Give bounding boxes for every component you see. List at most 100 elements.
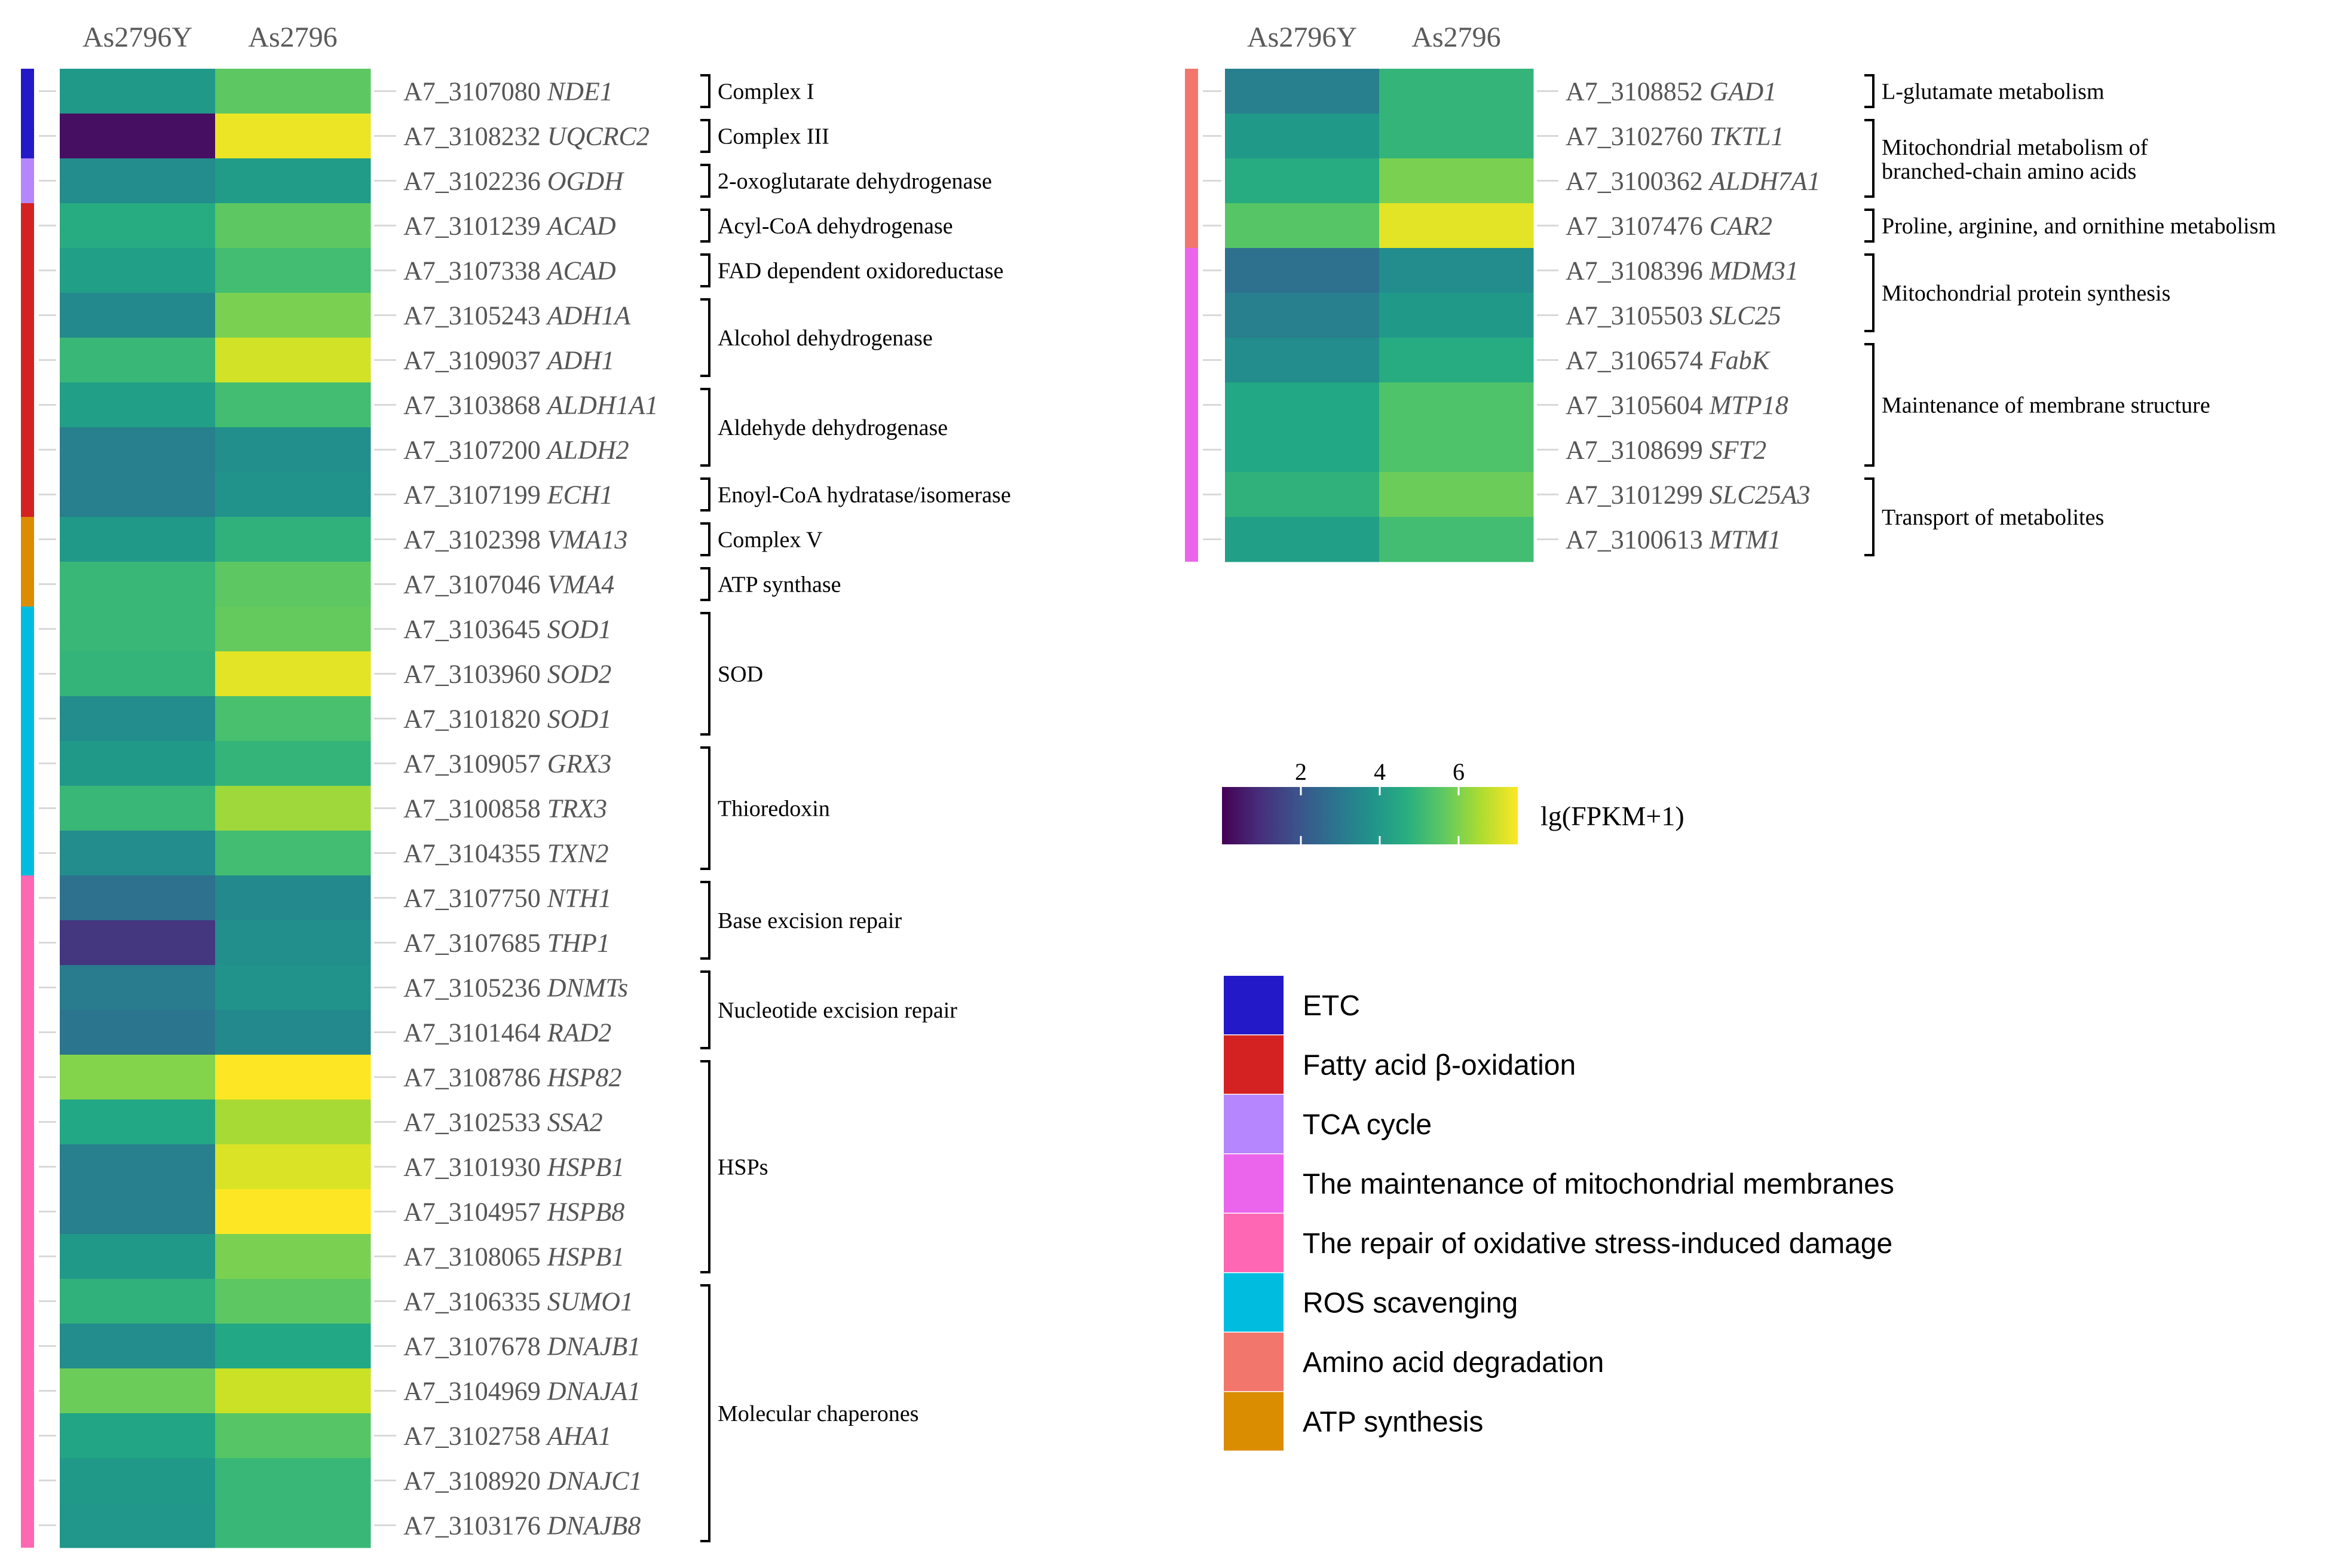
right-cell-10-1 (1379, 517, 1534, 562)
left-group-label-12: Base excision repair (718, 908, 902, 933)
gene-id: A7_3108065 (403, 1242, 547, 1272)
left-cell-25-0 (60, 1189, 216, 1235)
left-cell-29-1 (215, 1368, 371, 1414)
colorbar-gradient (1222, 787, 1518, 844)
left-group-label-11: Thioredoxin (718, 797, 830, 822)
gene-id: A7_3105503 (1566, 301, 1710, 330)
left-cell-4-0 (60, 248, 216, 293)
right-group-label-3: Mitochondrial protein synthesis (1882, 281, 2170, 306)
left-cell-15-0 (60, 741, 216, 786)
gene-id: A7_3107338 (403, 256, 547, 286)
category-legend: ETC Fatty acid β-oxidation TCA cycle The ma… (1224, 976, 1894, 1451)
right-cell-2-1 (1379, 158, 1534, 204)
left-cell-15-1 (215, 741, 371, 786)
right-group-label-0: L-glutamate metabolism (1882, 79, 2105, 105)
group-label-line: branched-chain amino acids (1882, 159, 2136, 184)
left-cell-0-1 (215, 69, 371, 114)
left-cell-29-0 (60, 1368, 216, 1414)
right-group-label-4: Maintenance of membrane structure (1882, 393, 2210, 418)
right-cell-8-0 (1225, 427, 1380, 473)
left-row-label-11: A7_3107046 VMA4 (403, 570, 614, 599)
left-row-label-15: A7_3109057 GRX3 (403, 749, 611, 779)
right-cell-0-1 (1379, 69, 1534, 114)
left-group-bracket-5 (700, 298, 710, 377)
left-group-label-1: Complex III (718, 124, 829, 149)
left-row-label-25: A7_3104957 HSPB8 (403, 1198, 624, 1227)
legend-swatch-4 (1224, 1214, 1284, 1272)
gene-symbol: MTP18 (1709, 391, 1788, 420)
gene-symbol: SOD1 (547, 615, 612, 644)
gene-symbol: SSA2 (547, 1108, 603, 1137)
left-row-label-2: A7_3102236 OGDH (403, 167, 624, 196)
gene-id: A7_3105243 (403, 301, 547, 330)
left-cell-13-1 (215, 651, 371, 697)
colorbar-title: lg(FPKM+1) (1540, 801, 1684, 831)
gene-id: A7_3107199 (403, 480, 547, 510)
group-label-line: Mitochondrial metabolism of (1882, 135, 2148, 160)
gene-id: A7_3104355 (403, 839, 547, 868)
right-cell-9-0 (1225, 472, 1380, 517)
left-group-bracket-6 (700, 388, 710, 467)
right-group-bracket-1 (1864, 119, 1875, 198)
gene-id: A7_3100362 (1566, 167, 1710, 196)
left-cell-1-0 (60, 114, 216, 159)
left-row-label-9: A7_3107199 ECH1 (403, 480, 613, 510)
right-group-bracket-0 (1864, 74, 1875, 108)
gene-symbol: SFT2 (1710, 436, 1766, 465)
gene-symbol: ADH1A (546, 301, 631, 330)
gene-symbol: SUMO1 (547, 1287, 633, 1316)
gene-id: A7_3108920 (403, 1466, 547, 1496)
gene-id: A7_3101820 (403, 705, 547, 734)
left-group-bracket-0 (700, 74, 710, 108)
right-row-label-10: A7_3100613 MTM1 (1566, 525, 1781, 555)
left-cell-24-1 (215, 1144, 371, 1190)
left-cell-5-0 (60, 293, 216, 338)
right-group-label-5: Transport of metabolites (1882, 505, 2104, 530)
right-category-bar-0 (1185, 69, 1198, 248)
left-row-label-19: A7_3107685 THP1 (403, 929, 610, 958)
left-group-bracket-2 (700, 164, 710, 198)
gene-id: A7_3103960 (403, 660, 547, 689)
left-cell-6-0 (60, 338, 216, 383)
gene-id: A7_3108232 (403, 122, 547, 151)
right-row-label-8: A7_3108699 SFT2 (1566, 436, 1766, 465)
legend-label-6: Amino acid degradation (1303, 1347, 1604, 1379)
gene-symbol: NDE1 (547, 77, 613, 106)
left-row-label-13: A7_3103960 SOD2 (403, 660, 611, 689)
gene-symbol: DNAJB1 (547, 1332, 641, 1361)
left-cell-16-1 (215, 786, 371, 831)
left-row-label-10: A7_3102398 VMA13 (403, 525, 627, 555)
gene-symbol: CAR2 (1710, 212, 1772, 241)
legend-swatch-0 (1224, 976, 1284, 1034)
right-cell-2-0 (1225, 158, 1380, 204)
right-column-header: As2796Y (1247, 22, 1357, 53)
left-cell-32-0 (60, 1503, 216, 1548)
legend-label-1: Fatty acid β-oxidation (1303, 1050, 1576, 1082)
legend-swatch-2 (1224, 1095, 1284, 1153)
gene-symbol: THP1 (547, 929, 610, 958)
gene-symbol: HSP82 (547, 1063, 622, 1092)
right-group-label-2: Proline, arginine, and ornithine metabol… (1882, 214, 2276, 239)
gene-id: A7_3109057 (403, 749, 547, 779)
colorbar-tick-label: 2 (1295, 758, 1307, 785)
left-row-label-7: A7_3103868 ALDH1A1 (403, 391, 658, 420)
left-row-label-18: A7_3107750 NTH1 (403, 884, 611, 913)
gene-id: A7_3107476 (1566, 212, 1710, 241)
right-cell-1-1 (1379, 114, 1534, 159)
gene-id: A7_3107685 (403, 929, 547, 958)
left-cell-20-0 (60, 965, 216, 1010)
colorbar-tick-label: 4 (1374, 758, 1386, 785)
left-cell-16-0 (60, 786, 216, 831)
left-cell-31-1 (215, 1458, 371, 1503)
colorbar: 2 4 6 lg(FPKM+1) (1222, 758, 1684, 844)
right-cell-9-1 (1379, 472, 1534, 517)
gene-id: A7_3103645 (403, 615, 547, 644)
right-row-label-6: A7_3106574 FabK (1566, 346, 1771, 375)
left-row-label-23: A7_3102533 SSA2 (403, 1108, 603, 1137)
left-group-label-9: ATP synthase (718, 572, 841, 598)
right-cell-5-1 (1379, 293, 1534, 338)
left-row-label-12: A7_3103645 SOD1 (403, 615, 611, 644)
left-row-label-29: A7_3104969 DNAJA1 (403, 1377, 641, 1406)
left-row-label-21: A7_3101464 RAD2 (403, 1018, 611, 1048)
left-category-bar-3 (21, 517, 34, 607)
